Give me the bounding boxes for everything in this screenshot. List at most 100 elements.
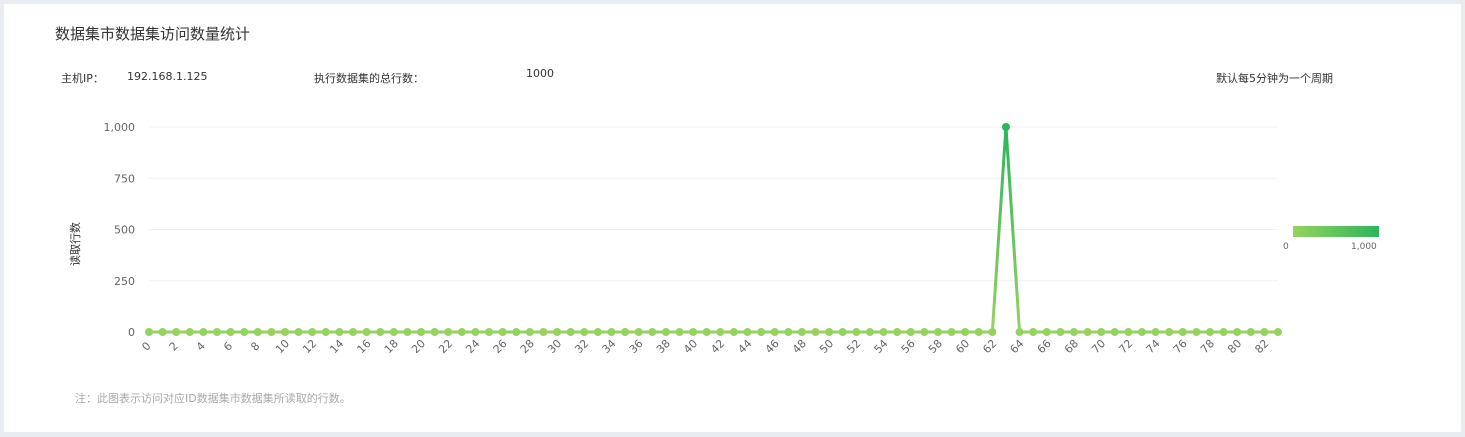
data-point — [1124, 328, 1133, 336]
data-point — [1110, 328, 1119, 336]
x-tick-label: 50 — [817, 337, 836, 356]
visual-map-legend: 0 1,000 — [1283, 226, 1379, 252]
data-point — [974, 328, 983, 336]
x-tick-label: 12 — [300, 337, 319, 356]
data-point — [281, 328, 290, 336]
x-tick-label: 0 — [139, 339, 153, 353]
data-point — [376, 328, 385, 336]
x-tick-label: 18 — [382, 337, 401, 356]
data-point — [988, 328, 997, 336]
data-point — [240, 328, 249, 336]
data-point — [716, 328, 725, 336]
data-point — [607, 328, 616, 336]
data-point — [321, 328, 330, 336]
grid-lines — [149, 126, 1278, 282]
data-point — [185, 328, 194, 336]
x-tick-label: 14 — [327, 337, 346, 356]
data-point — [920, 328, 929, 336]
data-point — [199, 328, 208, 336]
x-tick-label: 16 — [355, 337, 374, 356]
period-note: 默认每5分钟为一个周期 — [1216, 72, 1333, 85]
x-tick-label: 26 — [491, 337, 510, 356]
data-point — [1233, 328, 1242, 336]
data-point — [689, 328, 698, 336]
data-point — [226, 328, 235, 336]
visual-map-max-label: 1,000 — [1351, 242, 1377, 252]
x-tick-label: 66 — [1035, 337, 1054, 356]
line-segment — [990, 125, 1008, 334]
data-point — [1137, 328, 1146, 336]
data-point — [417, 328, 426, 336]
x-tick-label: 64 — [1008, 337, 1027, 356]
data-point — [702, 328, 711, 336]
data-point — [498, 328, 507, 336]
data-point — [1001, 123, 1010, 131]
x-tick-label: 4 — [194, 339, 208, 353]
data-point — [743, 328, 752, 336]
x-tick-label: 24 — [463, 337, 482, 356]
x-tick-label: 70 — [1089, 337, 1108, 356]
data-point — [566, 328, 575, 336]
data-point — [893, 328, 902, 336]
data-points — [145, 123, 1282, 336]
data-point — [145, 328, 153, 336]
x-tick-label: 78 — [1198, 337, 1217, 356]
data-point — [906, 328, 915, 336]
page-title: 数据集市数据集访问数量统计 — [55, 25, 251, 43]
y-tick-label: 0 — [128, 326, 135, 339]
data-point — [757, 328, 766, 336]
data-point — [172, 328, 181, 336]
data-point — [1274, 328, 1282, 336]
data-point — [1192, 328, 1201, 336]
data-point — [675, 328, 684, 336]
data-point — [1029, 328, 1038, 336]
data-point — [961, 328, 970, 336]
data-point — [784, 328, 793, 336]
x-tick-label: 20 — [409, 337, 428, 356]
x-tick-label: 40 — [681, 337, 700, 356]
data-point — [947, 328, 956, 336]
x-tick-label: 80 — [1225, 337, 1244, 356]
x-tick-label: 44 — [735, 337, 754, 356]
data-point — [1056, 328, 1065, 336]
data-point — [1042, 328, 1051, 336]
x-tick-label: 2 — [167, 339, 181, 353]
x-tick-label: 76 — [1171, 337, 1190, 356]
data-point — [403, 328, 412, 336]
x-tick-label: 22 — [436, 337, 455, 356]
data-point — [253, 328, 262, 336]
data-point — [457, 328, 466, 336]
data-point — [797, 328, 806, 336]
data-point — [621, 328, 630, 336]
x-tick-label: 42 — [708, 337, 727, 356]
x-tick-label: 6 — [221, 339, 235, 353]
data-point — [471, 328, 480, 336]
data-point — [362, 328, 371, 336]
data-point — [838, 328, 847, 336]
data-point — [308, 328, 317, 336]
data-point — [1083, 328, 1092, 336]
data-point — [770, 328, 779, 336]
visual-map-bar — [1293, 226, 1379, 237]
x-tick-label: 56 — [899, 337, 918, 356]
data-point — [661, 328, 670, 336]
data-point — [213, 328, 222, 336]
data-point — [1205, 328, 1214, 336]
x-tick-label: 28 — [518, 337, 537, 356]
data-point — [349, 328, 358, 336]
data-point — [593, 328, 602, 336]
visual-map-min-label: 0 — [1283, 242, 1289, 252]
data-point — [430, 328, 439, 336]
x-tick-label: 34 — [599, 337, 618, 356]
data-point — [1097, 328, 1106, 336]
data-point — [1015, 328, 1024, 336]
data-point — [1069, 328, 1078, 336]
host-ip-value: 192.168.1.125 — [127, 70, 208, 83]
data-point — [811, 328, 820, 336]
data-point — [933, 328, 942, 336]
data-point — [485, 328, 494, 336]
data-point — [634, 328, 643, 336]
total-rows-label: 执行数据集的总行数： — [314, 72, 424, 85]
y-tick-label: 250 — [114, 275, 135, 288]
x-tick-label: 72 — [1116, 337, 1135, 356]
